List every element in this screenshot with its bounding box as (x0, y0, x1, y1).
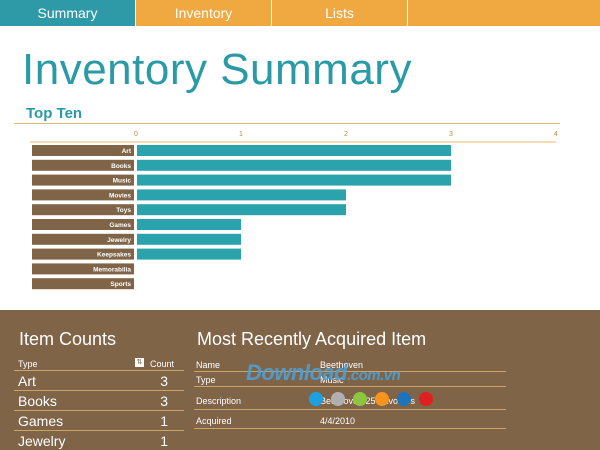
category-label-box (32, 189, 134, 201)
category-label-box (32, 278, 134, 290)
recent-value-name: Beethoven (320, 360, 364, 370)
tab-summary[interactable]: Summary (0, 0, 136, 26)
item-counts-row-count: 1 (160, 433, 168, 449)
item-counts-row-count: 3 (160, 393, 168, 409)
recent-value-acquired: 4/4/2010 (320, 416, 356, 426)
watermark-dot (419, 392, 433, 406)
category-label: Toys (116, 207, 131, 214)
recent-label-name: Name (196, 360, 221, 370)
bar (137, 248, 241, 260)
recent-divider (194, 386, 506, 387)
bar (137, 159, 451, 171)
item-counts-row-type: Games (18, 413, 64, 429)
tab-inventory[interactable]: Inventory (136, 0, 272, 26)
item-counts-title: Item Counts (19, 329, 117, 349)
x-tick-label: 4 (554, 131, 558, 138)
item-counts-row-type: Jewelry (18, 433, 66, 449)
bar (137, 189, 346, 201)
category-label-box (32, 219, 134, 230)
bar (137, 219, 241, 230)
category-label-box (32, 233, 134, 245)
recent-divider (194, 428, 506, 429)
category-label: Movies (109, 192, 131, 199)
x-tick-label: 1 (239, 131, 243, 138)
item-counts-divider (14, 410, 184, 411)
category-label: Keepsakes (97, 252, 131, 259)
item-counts-row-count: 1 (160, 413, 168, 429)
page-title: Inventory Summary (22, 45, 412, 94)
category-label-box (32, 248, 134, 260)
item-counts-row-type: Books (18, 393, 57, 409)
bar (137, 174, 451, 186)
watermark-dot (375, 392, 389, 406)
x-tick-label: 0 (134, 131, 138, 138)
recent-value-description: Beethoven 25 Favorites (320, 396, 416, 406)
recent-item-title: Most Recently Acquired Item (197, 329, 427, 349)
category-label-box (32, 174, 134, 186)
category-label-box (32, 159, 134, 171)
sort-icon[interactable]: ⇅ (135, 358, 144, 367)
watermark-dot (397, 392, 411, 406)
item-counts-row-count: 3 (160, 373, 168, 389)
bar (137, 145, 451, 156)
title-divider (14, 123, 560, 124)
item-counts-divider (14, 390, 184, 391)
bar (137, 233, 241, 245)
category-label-box (32, 204, 134, 216)
category-label: Games (109, 222, 131, 229)
bar (137, 204, 346, 216)
recent-label-acquired: Acquired (196, 416, 232, 426)
recent-label-description: Description (196, 396, 242, 406)
category-label: Memorabilia (93, 266, 131, 273)
recent-value-type: Music (320, 375, 344, 385)
category-label-box (32, 263, 134, 275)
item-counts-row-type: Art (18, 373, 36, 389)
item-counts-divider (14, 430, 184, 431)
item-counts-header-count[interactable]: Count (150, 359, 175, 369)
watermark-dot (309, 392, 323, 406)
category-label: Sports (110, 281, 131, 288)
item-counts-header-type: Type (18, 359, 38, 369)
watermark-dot (353, 392, 367, 406)
recent-divider (194, 371, 506, 372)
watermark-logo: Download.com.vn (246, 360, 401, 385)
section-title-top-ten: Top Ten (26, 105, 83, 122)
category-label-box (32, 145, 134, 156)
tab-lists[interactable]: Lists (272, 0, 408, 26)
watermark-dot (331, 392, 345, 406)
recent-divider (194, 409, 506, 410)
category-label: Jewelry (107, 237, 131, 244)
x-tick-label: 3 (449, 131, 453, 138)
item-counts-divider (14, 370, 184, 371)
category-label: Music (113, 178, 132, 185)
category-label: Art (122, 148, 132, 155)
recent-label-type: Type (196, 375, 216, 385)
category-label: Books (111, 163, 131, 170)
tab-bar: Summary Inventory Lists (0, 0, 600, 26)
summary-panel (0, 310, 600, 450)
x-tick-label: 2 (344, 131, 348, 138)
top-ten-bar-chart: 0 1 2 3 4 Art Books Music Movies Toys Games Jewelry… (30, 131, 558, 290)
